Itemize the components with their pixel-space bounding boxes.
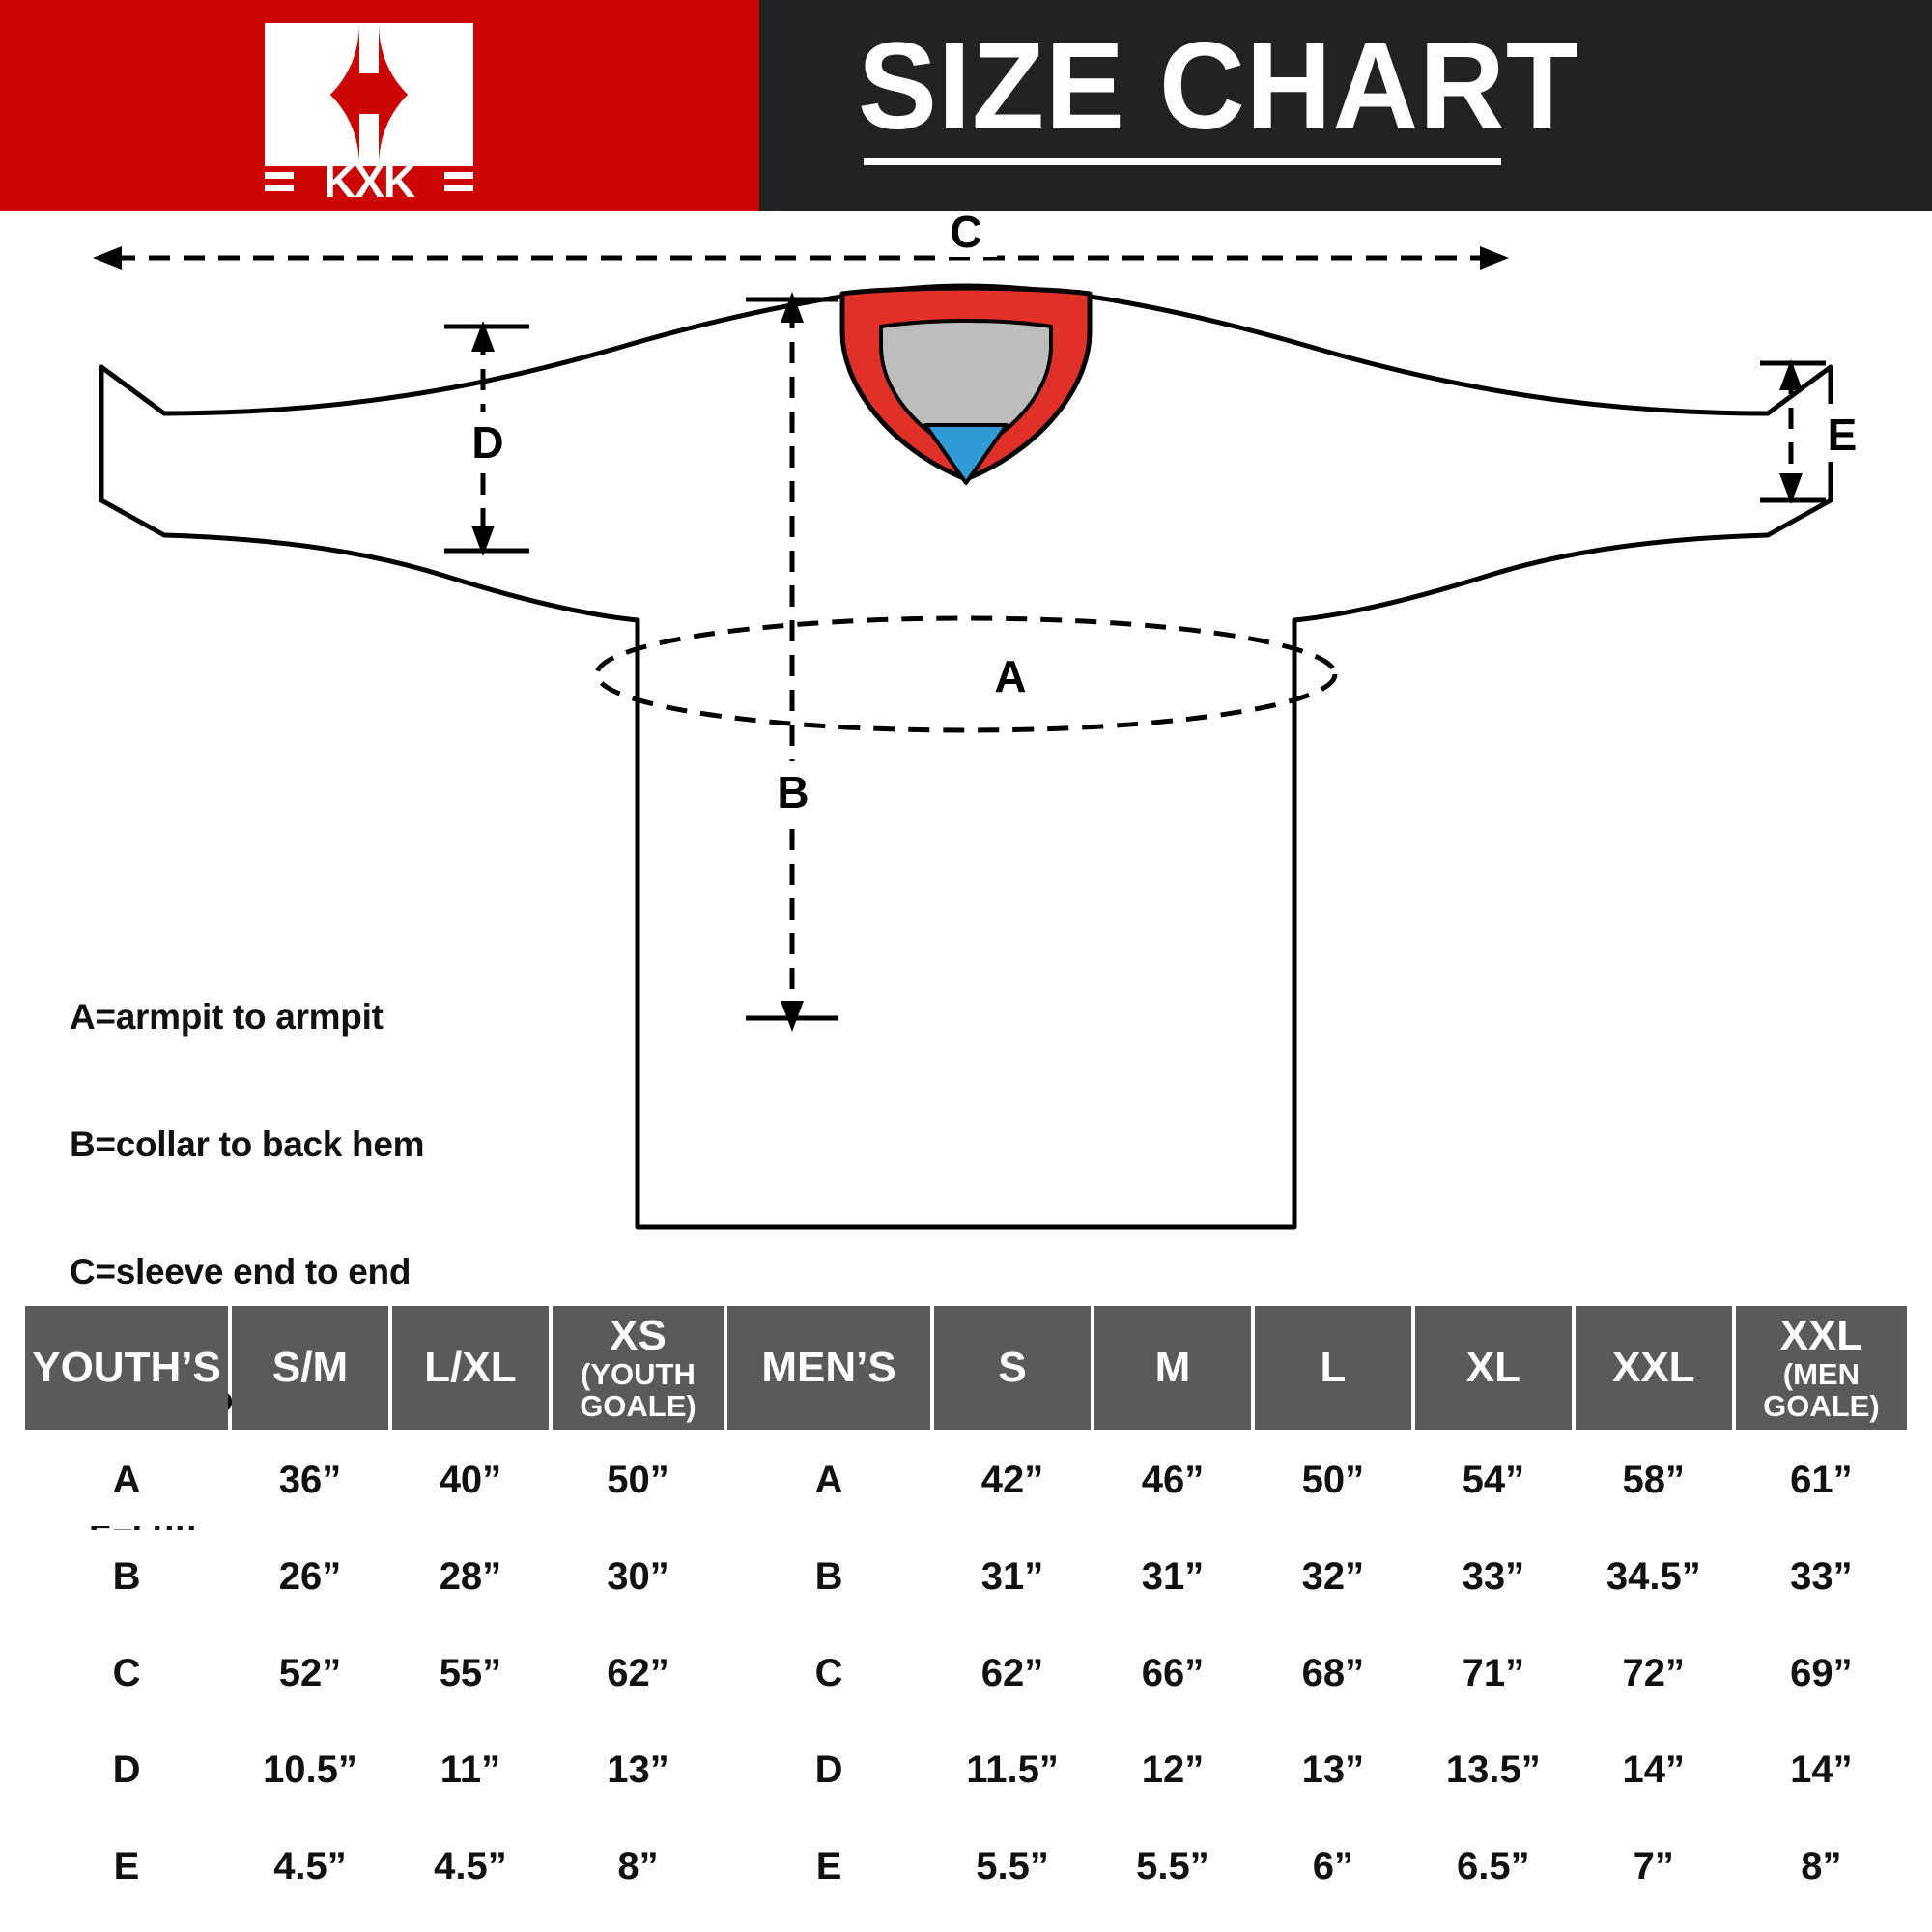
page-title: SIZE CHART	[858, 17, 1579, 156]
header-brand-panel: KXK	[0, 0, 759, 211]
cell-youth-d-lxl: 11”	[391, 1723, 549, 1816]
cell-men-e-xl: 6.5”	[1414, 1820, 1572, 1913]
cell-men-b-xl: 33”	[1414, 1530, 1572, 1623]
kxk-hourglass-logo-icon: KXK	[259, 17, 479, 207]
cell-men-b-l: 32”	[1254, 1530, 1411, 1623]
header-men-xxl-sub: (MEN GOALE)	[1763, 1357, 1880, 1423]
cell-youth-c-sm: 52”	[232, 1627, 388, 1719]
size-chart-table: YOUTH’S S/M L/XL XS (YOUTH GOALE) MEN’S …	[21, 1302, 1911, 1917]
header-men-xxl: XXL	[1575, 1306, 1732, 1430]
cell-men-b-xxl: 34.5”	[1575, 1530, 1732, 1623]
row-label-men-a: A	[727, 1434, 931, 1526]
cell-youth-d-xs: 13”	[552, 1723, 724, 1816]
dimension-arrow-c	[93, 246, 1509, 270]
marker-d-label: D	[471, 417, 503, 468]
cell-men-c-m: 66”	[1094, 1627, 1251, 1719]
cell-youth-b-sm: 26”	[232, 1530, 388, 1623]
header-men-l: L	[1254, 1306, 1411, 1430]
table-row: B 26” 28” 30” B 31” 31” 32” 33” 34.5” 33…	[25, 1530, 1907, 1623]
cell-youth-e-sm: 4.5”	[232, 1820, 388, 1913]
row-label-men-e: E	[727, 1820, 931, 1913]
cell-youth-d-sm: 10.5”	[232, 1723, 388, 1816]
cell-youth-e-xs: 8”	[552, 1820, 724, 1913]
header-youth-sm: S/M	[232, 1306, 388, 1430]
cell-youth-a-xs: 50”	[552, 1434, 724, 1526]
row-label-youth-a: A	[25, 1434, 229, 1526]
header-men-xl: XL	[1414, 1306, 1572, 1430]
marker-b-label: B	[777, 767, 809, 817]
legend-line-b: B=collar to back hem	[70, 1124, 425, 1164]
jersey-collar	[839, 285, 1093, 485]
header-mens: MEN’S	[727, 1306, 931, 1430]
table-header-row: YOUTH’S S/M L/XL XS (YOUTH GOALE) MEN’S …	[25, 1306, 1907, 1430]
cell-youth-c-lxl: 55”	[391, 1627, 549, 1719]
cell-men-e-xxlg: 8”	[1735, 1820, 1907, 1913]
cell-men-b-xxlg: 33”	[1735, 1530, 1907, 1623]
cell-men-a-xl: 54”	[1414, 1434, 1572, 1526]
header-youths: YOUTH’S	[25, 1306, 229, 1430]
header-men-xxl-goale: XXL (MEN GOALE)	[1735, 1306, 1907, 1430]
dimension-arrow-b	[746, 292, 838, 1032]
svg-text:KXK: KXK	[324, 156, 415, 199]
table-row: C 52” 55” 62” C 62” 66” 68” 71” 72” 69”	[25, 1627, 1907, 1719]
cell-men-d-m: 12”	[1094, 1723, 1251, 1816]
cell-youth-b-xs: 30”	[552, 1530, 724, 1623]
marker-c-label: C	[950, 211, 981, 257]
legend-line-c: C=sleeve end to end	[70, 1252, 412, 1292]
cell-men-a-s: 42”	[934, 1434, 1091, 1526]
jersey-diagram: A B D E	[0, 207, 1932, 1547]
dimension-ellipse-a: A	[594, 615, 1338, 733]
row-label-men-c: C	[727, 1627, 931, 1719]
cell-men-a-xxlg: 61”	[1735, 1434, 1907, 1526]
row-label-youth-d: D	[25, 1723, 229, 1816]
header-youth-lxl: L/XL	[391, 1306, 549, 1430]
header-men-s: S	[934, 1306, 1091, 1430]
cell-men-c-xxlg: 69”	[1735, 1627, 1907, 1719]
cell-men-a-m: 46”	[1094, 1434, 1251, 1526]
jersey-shape	[99, 283, 1833, 1230]
row-label-youth-b: B	[25, 1530, 229, 1623]
row-label-youth-c: C	[25, 1627, 229, 1719]
cell-men-e-xxl: 7”	[1575, 1820, 1732, 1913]
row-label-men-b: B	[727, 1530, 931, 1623]
cell-men-c-s: 62”	[934, 1627, 1091, 1719]
table-row: D 10.5” 11” 13” D 11.5” 12” 13” 13.5” 14…	[25, 1723, 1907, 1816]
cell-youth-b-lxl: 28”	[391, 1530, 549, 1623]
cell-youth-e-lxl: 4.5”	[391, 1820, 549, 1913]
title-underline	[864, 158, 1501, 165]
page-header: KXK SIZE CHART	[0, 0, 1932, 211]
table-row: E 4.5” 4.5” 8” E 5.5” 5.5” 6” 6.5” 7” 8”	[25, 1820, 1907, 1913]
table-row: A 36” 40” 50” A 42” 46” 50” 54” 58” 61”	[25, 1434, 1907, 1526]
row-label-youth-e: E	[25, 1820, 229, 1913]
cell-men-c-xxl: 72”	[1575, 1627, 1732, 1719]
cell-men-c-xl: 71”	[1414, 1627, 1572, 1719]
header-title-panel: SIZE CHART	[759, 0, 1932, 211]
header-men-m: M	[1094, 1306, 1251, 1430]
header-youth-xs-sub: (YOUTH GOALE)	[580, 1357, 696, 1423]
cell-men-a-l: 50”	[1254, 1434, 1411, 1526]
cell-men-e-l: 6”	[1254, 1820, 1411, 1913]
marker-a-label: A	[994, 651, 1026, 701]
cell-men-d-s: 11.5”	[934, 1723, 1091, 1816]
legend-line-a: A=armpit to armpit	[70, 997, 384, 1037]
row-label-men-d: D	[727, 1723, 931, 1816]
cell-men-b-s: 31”	[934, 1530, 1091, 1623]
cell-men-b-m: 31”	[1094, 1530, 1251, 1623]
cell-men-d-xl: 13.5”	[1414, 1723, 1572, 1816]
cell-youth-a-lxl: 40”	[391, 1434, 549, 1526]
marker-e-label: E	[1828, 410, 1858, 460]
cell-men-d-l: 13”	[1254, 1723, 1411, 1816]
cell-men-e-s: 5.5”	[934, 1820, 1091, 1913]
dimension-arrow-d	[444, 321, 529, 556]
cell-youth-c-xs: 62”	[552, 1627, 724, 1719]
cell-men-d-xxl: 14”	[1575, 1723, 1732, 1816]
cell-men-e-m: 5.5”	[1094, 1820, 1251, 1913]
cell-men-a-xxl: 58”	[1575, 1434, 1732, 1526]
size-table-container: YOUTH’S S/M L/XL XS (YOUTH GOALE) MEN’S …	[21, 1302, 1911, 1917]
header-youth-xs-goale: XS (YOUTH GOALE)	[552, 1306, 724, 1430]
cell-youth-a-sm: 36”	[232, 1434, 388, 1526]
cell-men-d-xxlg: 14”	[1735, 1723, 1907, 1816]
dimension-arrow-e	[1760, 359, 1826, 504]
cell-men-c-l: 68”	[1254, 1627, 1411, 1719]
